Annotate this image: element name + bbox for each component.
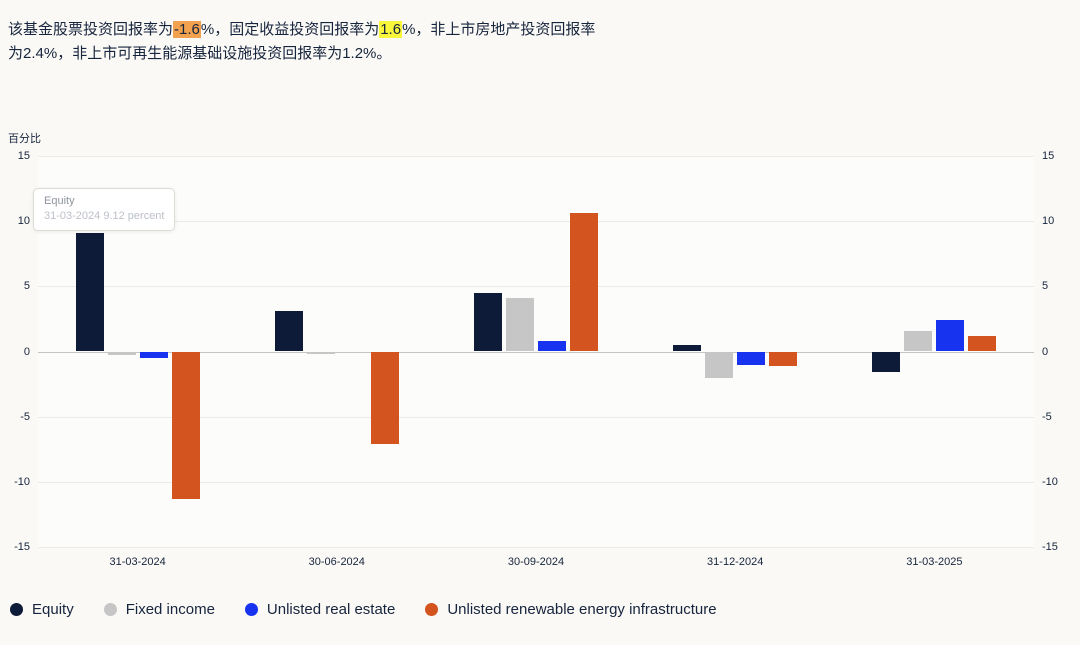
highlight-orange: -1.6 xyxy=(173,21,201,38)
legend-dot xyxy=(10,603,23,616)
y-tick-label: -15 xyxy=(1042,541,1058,553)
y-tick-label: 0 xyxy=(1042,345,1049,358)
bar-unlisted-renewable-energy-infrastructure[interactable] xyxy=(171,351,200,499)
y-tick-label: -5 xyxy=(20,410,30,423)
y-tick-label: -10 xyxy=(14,475,30,488)
legend-dot xyxy=(103,603,117,616)
legend-dot xyxy=(244,603,258,616)
legend: Equity Fixed income Unlisted real estate Un… xyxy=(10,601,717,618)
legend-label: Unlisted real estate xyxy=(266,601,396,618)
x-tick-label: 31-03-2025 xyxy=(906,556,963,568)
bar-chart: 百分比 -15 -10 -5 0 5 10 15 -15 -10 -5 0 5 10 15 31-03-… xyxy=(0,130,1080,585)
legend-item-unlisted-real-estate[interactable]: Unlisted real estate xyxy=(244,601,396,618)
legend-item-unlisted-renewable-energy-infrastructure[interactable]: Unlisted renewable energy infrastructure xyxy=(425,601,717,618)
y-tick-label: 10 xyxy=(1042,215,1055,228)
tooltip: Equity 31-03-2024 9.12 percent xyxy=(33,188,176,231)
bar-equity[interactable] xyxy=(673,344,702,352)
x-tick-label: 30-09-2024 xyxy=(507,556,565,568)
bar-equity[interactable] xyxy=(274,311,303,352)
x-tick-label: 31-03-2024 xyxy=(109,556,166,568)
bar-unlisted-real-estate[interactable] xyxy=(139,351,168,359)
legend-label: Equity xyxy=(32,601,74,618)
tooltip-value: 31-03-2024 9.12 percent xyxy=(44,210,165,222)
plot-area xyxy=(38,156,1034,548)
y-tick-label: 10 xyxy=(17,215,30,228)
bar-unlisted-real-estate[interactable] xyxy=(538,341,566,352)
bar-unlisted-real-estate[interactable] xyxy=(936,320,965,352)
bar-equity[interactable] xyxy=(474,292,502,352)
gridline xyxy=(38,547,1034,548)
summary-segment: %，固定收益投资回报率为 xyxy=(200,21,380,38)
gridline xyxy=(38,481,1034,483)
bar-unlisted-real-estate[interactable] xyxy=(737,351,766,365)
bar-equity[interactable] xyxy=(75,232,104,352)
y-tick-label: 15 xyxy=(1042,150,1055,162)
gridline xyxy=(38,156,1034,157)
bar-fixed-income[interactable] xyxy=(506,298,534,352)
bar-fixed-income[interactable] xyxy=(107,351,136,356)
x-tick-label: 30-06-2024 xyxy=(308,556,365,568)
y-tick-label: 15 xyxy=(17,150,30,162)
bar-unlisted-renewable-energy-infrastructure[interactable] xyxy=(570,213,598,352)
bar-fixed-income[interactable] xyxy=(705,351,734,378)
zero-line xyxy=(38,351,1034,353)
bar-unlisted-renewable-energy-infrastructure[interactable] xyxy=(769,351,798,366)
gridline xyxy=(38,286,1034,288)
bar-fixed-income[interactable] xyxy=(306,351,335,355)
y-tick-label: -10 xyxy=(1042,475,1058,488)
legend-label: Fixed income xyxy=(125,601,215,618)
summary-text: 该基金股票投资回报率为-1.6%，固定收益投资回报率为1.6%，非上市房地产投资… xyxy=(8,18,698,66)
gridline xyxy=(38,416,1034,418)
legend-label: Unlisted renewable energy infrastructure xyxy=(447,601,717,618)
y-tick-label: 5 xyxy=(23,280,30,293)
legend-item-fixed-income[interactable]: Fixed income xyxy=(103,601,215,618)
y-tick-label: 5 xyxy=(1042,280,1049,293)
summary-segment: 该基金股票投资回报率为 xyxy=(8,21,174,38)
y-axis-title: 百分比 xyxy=(8,133,41,145)
summary-segment: %，非上市房地产投资回报率 为2.4%，非上市可再生能源基础设施投资回报率为1.… xyxy=(8,21,596,62)
highlight-yellow: 1.6 xyxy=(379,21,403,38)
legend-dot xyxy=(425,603,439,616)
legend-item-equity[interactable]: Equity xyxy=(10,601,74,618)
bar-fixed-income[interactable] xyxy=(904,330,933,352)
x-tick-label: 31-12-2024 xyxy=(707,556,764,568)
bar-unlisted-renewable-energy-infrastructure[interactable] xyxy=(968,335,997,352)
y-tick-label: -5 xyxy=(1042,410,1052,423)
bar-equity[interactable] xyxy=(872,351,901,373)
tooltip-series-name: Equity xyxy=(44,195,75,207)
gridline xyxy=(38,221,1034,223)
bar-unlisted-renewable-energy-infrastructure[interactable] xyxy=(370,351,399,445)
y-tick-label: 0 xyxy=(23,345,30,358)
y-tick-label: -15 xyxy=(14,541,30,553)
